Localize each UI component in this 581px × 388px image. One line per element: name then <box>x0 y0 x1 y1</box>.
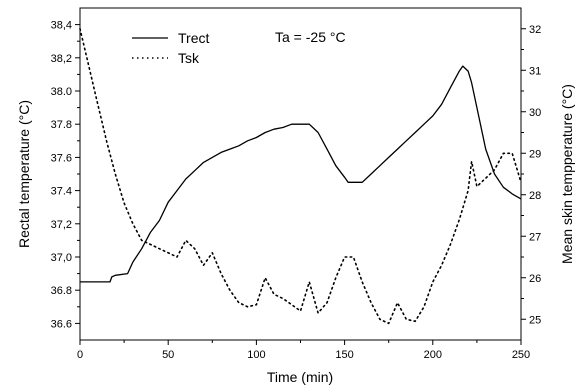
series-line-trect <box>80 65 522 283</box>
plot-frame <box>79 7 522 341</box>
x-tick-label: 150 <box>335 349 353 361</box>
left-y-tick-label: 37.6 <box>51 152 72 164</box>
left-y-axis-ticks: 36.6 36.8 37,0 37,2 37.4 37.6 37.8 38.0 38,2 38,4 <box>51 20 80 330</box>
left-y-tick-label: 36.6 <box>51 318 72 330</box>
right-y-tick-label: 30 <box>529 107 541 119</box>
right-y-tick-label: 28 <box>529 190 541 202</box>
ambient-temperature-annotation: Ta = -25 °C <box>275 29 346 45</box>
x-tick-label: 50 <box>162 349 174 361</box>
right-y-tick-label: 31 <box>529 65 541 77</box>
x-tick-label: 100 <box>247 349 265 361</box>
plot-lines <box>79 27 522 325</box>
x-tick-label: 200 <box>424 349 442 361</box>
left-y-tick-label: 37.4 <box>51 186 72 198</box>
legend: Trect Tsk <box>132 30 209 66</box>
legend-trect-label: Trect <box>178 30 209 46</box>
right-y-axis-title: Mean skin tempperature (°C) <box>559 84 575 264</box>
right-y-tick-label: 27 <box>529 231 541 243</box>
left-y-tick-label: 36.8 <box>51 285 72 297</box>
right-y-tick-label: 26 <box>529 273 541 285</box>
left-y-tick-label: 37.8 <box>51 119 72 131</box>
right-y-tick-label: 25 <box>529 314 541 326</box>
left-y-tick-label: 38.0 <box>51 86 72 98</box>
x-tick-label: 0 <box>77 349 83 361</box>
x-axis-title: Time (min) <box>267 369 333 385</box>
x-tick-label: 250 <box>512 349 530 361</box>
right-y-tick-label: 29 <box>529 148 541 160</box>
x-axis-ticks: 0 50 100 150 200 250 <box>77 340 530 361</box>
left-y-tick-label: 37,2 <box>51 219 72 231</box>
left-y-axis-title: Rectal temperature (°C) <box>16 100 32 248</box>
right-y-axis-ticks: 25 26 27 28 29 30 31 32 <box>521 24 541 326</box>
right-y-tick-label: 32 <box>529 24 541 36</box>
left-y-tick-label: 38,2 <box>51 53 72 65</box>
left-y-tick-label: 37,0 <box>51 252 72 264</box>
series-line-tsk <box>79 27 522 325</box>
legend-tsk-label: Tsk <box>178 50 200 66</box>
left-y-tick-label: 38,4 <box>51 20 72 32</box>
